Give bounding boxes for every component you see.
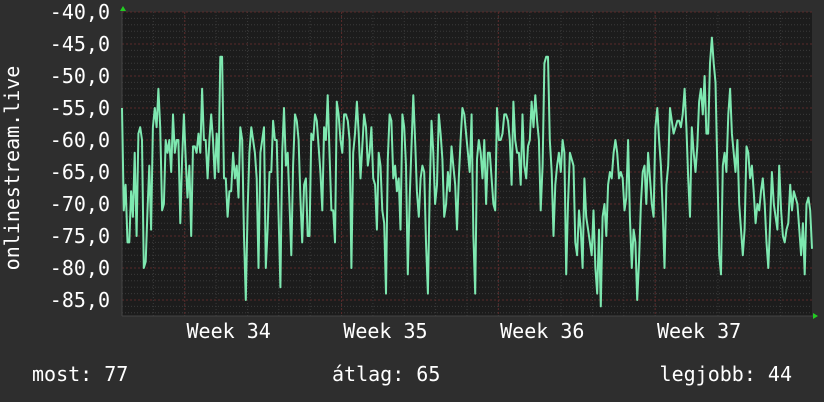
x-axis-arrow	[813, 313, 818, 319]
y-axis-ticks: -40,0 -45,0 -50,0 -55,0 -60,0 -65,0 -70,0 -75,0…	[50, 0, 110, 312]
stat-average-value: 65	[416, 362, 441, 386]
y-tick-label: -80,0	[50, 256, 110, 280]
stats-bar: most: 77 átlag: 65 legjobb: 44	[0, 362, 824, 392]
stat-best-label: legjobb:	[659, 362, 756, 386]
series-line-0	[121, 36, 813, 308]
y-tick-label: -75,0	[50, 224, 110, 248]
x-tick-label: Week 37	[657, 319, 741, 343]
x-tick-label: Week 36	[500, 319, 584, 343]
y-tick-label: -60,0	[50, 128, 110, 152]
stat-current-label: most:	[32, 362, 93, 386]
y-tick-label: -45,0	[50, 32, 110, 56]
stat-best-value: 44	[767, 362, 792, 386]
y-tick-label: -65,0	[50, 160, 110, 184]
stat-current: most: 77	[32, 362, 128, 386]
y-axis-arrow	[120, 6, 126, 11]
y-tick-label: -40,0	[50, 0, 110, 24]
y-axis-label: onlinestream.live	[0, 66, 24, 271]
y-tick-label: -85,0	[50, 288, 110, 312]
x-tick-label: Week 35	[343, 319, 427, 343]
stat-average: átlag: 65	[332, 362, 440, 386]
x-tick-label: Week 34	[186, 319, 270, 343]
stat-current-value: 77	[104, 362, 129, 386]
y-tick-label: -55,0	[50, 96, 110, 120]
series-layer	[121, 36, 813, 308]
y-tick-label: -70,0	[50, 192, 110, 216]
stat-average-label: átlag:	[332, 362, 405, 386]
y-tick-label: -50,0	[50, 64, 110, 88]
stat-best: legjobb: 44	[660, 362, 792, 386]
x-axis-ticks: Week 34 Week 35 Week 36 Week 37	[186, 319, 741, 343]
